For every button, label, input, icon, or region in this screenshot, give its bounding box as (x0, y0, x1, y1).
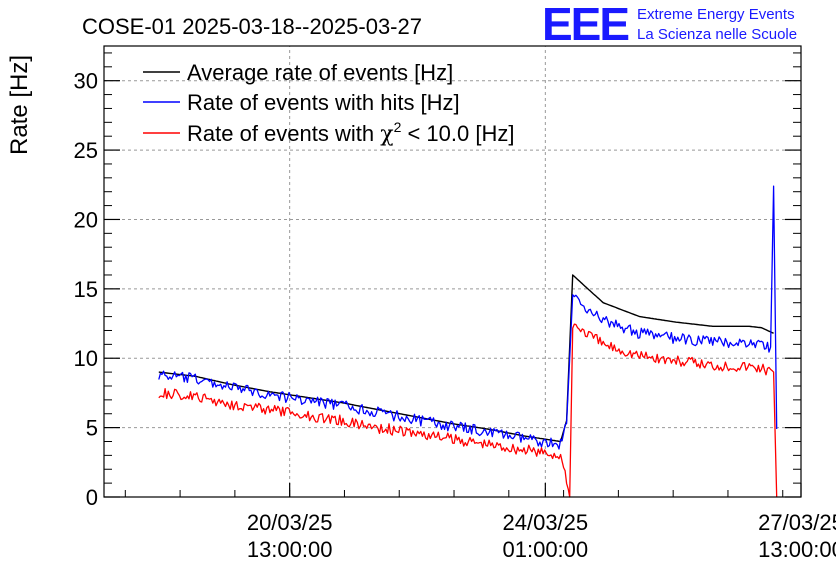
eee-logo: EEE Extreme Energy Events La Scienza nel… (542, 0, 797, 50)
eee-logo-mark: EEE (542, 0, 628, 50)
series-layer (158, 185, 778, 498)
y-tick-label: 15 (74, 277, 98, 302)
x-tick-label-date: 24/03/25 (503, 510, 589, 535)
y-tick-label: 10 (74, 346, 98, 371)
plot-frame (103, 45, 802, 498)
x-tick-label-date: 20/03/25 (247, 510, 333, 535)
legend-label-chi2-chi: χ (380, 122, 393, 147)
grid-lines (104, 46, 802, 497)
series-line-hits (158, 185, 778, 450)
legend-label-chi2-pre: Rate of events with (187, 121, 380, 146)
logo-line-2: La Scienza nelle Scuole (637, 26, 797, 43)
x-tick-label-time: 13:00:00 (758, 537, 836, 562)
y-tick-label: 20 (74, 207, 98, 232)
chart-title: COSE-01 2025-03-18--2025-03-27 (82, 14, 422, 39)
legend-item-hits: Rate of events with hits [Hz] (143, 90, 460, 115)
legend-label-average: Average rate of events [Hz] (187, 60, 453, 85)
y-tick-label: 25 (74, 138, 98, 163)
legend-item-average: Average rate of events [Hz] (143, 60, 453, 85)
y-axis-label: Rate [Hz] (6, 55, 33, 155)
legend-item-chi2: Rate of events with χ2 < 10.0 [Hz] (143, 119, 514, 147)
logo-line-1: Extreme Energy Events (637, 6, 795, 23)
y-tick-label: 5 (86, 416, 98, 441)
legend-label-chi2-post: < 10.0 [Hz] (401, 121, 514, 146)
legend-label-chi2: Rate of events with χ2 < 10.0 [Hz] (187, 119, 514, 147)
y-tick-label: 0 (86, 485, 98, 510)
x-tick-label-date: 27/03/25 (758, 510, 836, 535)
axes: 05101520253020/03/2513:00:0024/03/2501:0… (74, 52, 836, 562)
legend-label-hits: Rate of events with hits [Hz] (187, 90, 460, 115)
x-tick-label-time: 01:00:00 (503, 537, 589, 562)
legend-label-chi2-sup: 2 (394, 119, 402, 135)
legend: Average rate of events [Hz] Rate of even… (143, 60, 514, 147)
y-tick-label: 30 (74, 69, 98, 94)
x-tick-label-time: 13:00:00 (247, 537, 333, 562)
series-line-chi2 (158, 323, 778, 498)
